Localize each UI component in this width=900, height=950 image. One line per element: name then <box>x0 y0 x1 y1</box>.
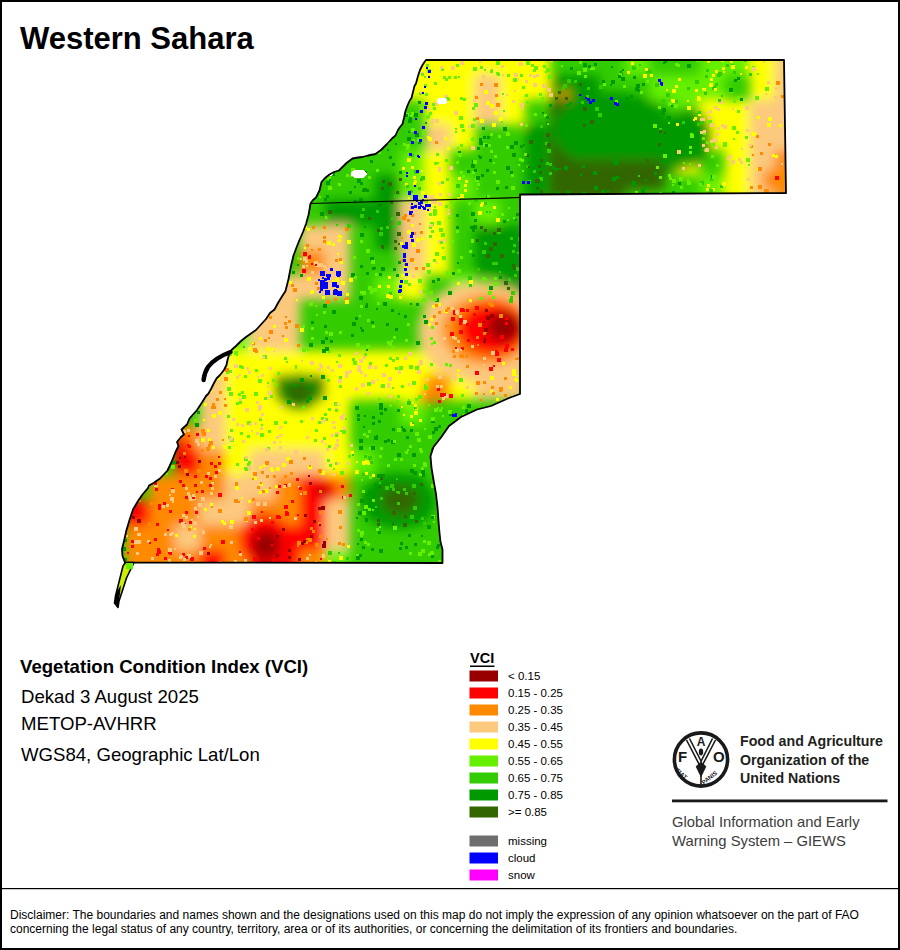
svg-text:0.15 - 0.25: 0.15 - 0.25 <box>508 687 563 699</box>
svg-text:Disclaimer: The boundaries and: Disclaimer: The boundaries and names sho… <box>10 908 859 922</box>
svg-text:snow: snow <box>508 869 536 881</box>
svg-text:0.55 - 0.65: 0.55 - 0.65 <box>508 755 563 767</box>
svg-text:Global Information and Early: Global Information and Early <box>672 814 860 830</box>
svg-text:Food and Agriculture: Food and Agriculture <box>740 733 883 749</box>
svg-text:concerning the legal status of: concerning the legal status of any count… <box>10 922 737 936</box>
svg-text:A: A <box>697 735 706 749</box>
svg-text:0.45 - 0.55: 0.45 - 0.55 <box>508 738 563 750</box>
svg-text:0.35 - 0.45: 0.35 - 0.45 <box>508 721 563 733</box>
svg-text:WGS84, Geographic Lat/Lon: WGS84, Geographic Lat/Lon <box>21 744 260 765</box>
svg-text:>= 0.85: >= 0.85 <box>508 806 547 818</box>
svg-text:0.75 - 0.85: 0.75 - 0.85 <box>508 789 563 801</box>
svg-text:0.65 - 0.75: 0.65 - 0.75 <box>508 772 563 784</box>
svg-text:United Nations: United Nations <box>740 770 840 786</box>
svg-text:O: O <box>713 748 725 765</box>
svg-text:Warning System – GIEWS: Warning System – GIEWS <box>672 833 846 849</box>
svg-text:Western Sahara: Western Sahara <box>20 21 255 56</box>
svg-text:METOP-AVHRR: METOP-AVHRR <box>21 713 157 734</box>
svg-text:Organization of the: Organization of the <box>740 752 869 768</box>
svg-text:Vegetation Condition Index (VC: Vegetation Condition Index (VCI) <box>20 656 308 677</box>
svg-text:Dekad 3 August 2025: Dekad 3 August 2025 <box>21 686 199 707</box>
svg-text:F: F <box>678 748 687 765</box>
svg-text:missing: missing <box>508 835 547 847</box>
svg-text:VCI: VCI <box>470 650 494 666</box>
svg-text:0.25 - 0.35: 0.25 - 0.35 <box>508 704 563 716</box>
svg-text:cloud: cloud <box>508 852 536 864</box>
svg-text:< 0.15: < 0.15 <box>508 670 540 682</box>
